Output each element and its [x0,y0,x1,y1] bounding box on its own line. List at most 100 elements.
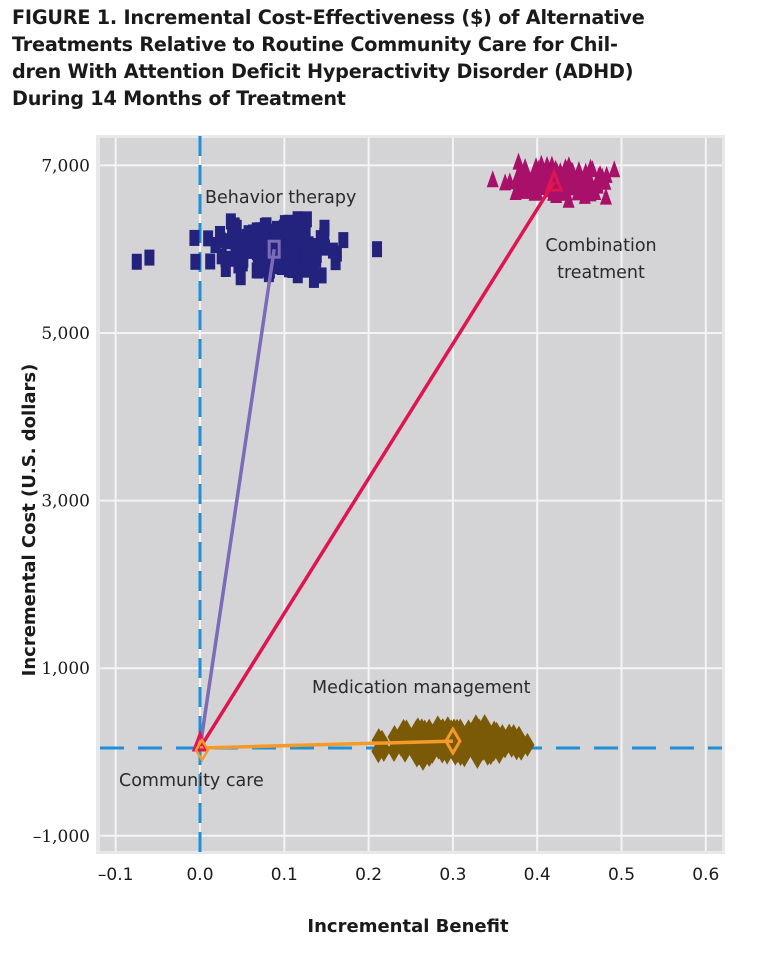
community-care-diamond-marker [194,737,210,763]
combination-treatment-point [531,169,544,187]
medication-management-mean-line [199,739,453,750]
behavior-therapy-point [210,236,221,253]
combination-treatment-label: Combination treatment [545,236,656,283]
behavior-therapy-point [307,257,318,274]
y-axis-label: Incremental Cost (U.S. dollars) [19,364,40,677]
behavior-therapy-point [260,258,271,275]
behavior-therapy-point [189,229,200,246]
behavior-therapy-point [216,248,227,265]
behavior-therapy-point [248,224,259,241]
medication-management-mean-marker [444,726,462,757]
behavior-therapy-point [319,219,330,236]
behavior-therapy-point [338,232,349,249]
combination-treatment-point [503,172,516,190]
behavior-therapy-point [205,253,216,270]
x-tick-label: –0.1 [98,865,134,885]
behavior-therapy-point [283,256,294,273]
behavior-therapy-point [287,234,298,251]
y-tick-label: 3,000 [41,492,90,512]
x-tick-label: 0.3 [439,865,466,885]
behavior-therapy-point [224,250,235,267]
behavior-therapy-point [238,251,249,268]
combination-treatment-point [513,173,526,191]
medication-management-label: Medication management [312,678,531,698]
behavior-therapy-point [220,260,231,277]
behavior-therapy-point [221,233,232,250]
x-tick-label: 0.6 [692,865,719,885]
behavior-therapy-point [240,237,251,254]
behavior-therapy-point [279,215,290,232]
behavior-therapy-point [301,211,312,228]
behavior-therapy-point [261,217,272,234]
behavior-therapy-point [308,271,319,288]
x-axis-label: Incremental Benefit [307,916,509,937]
y-axis-ticks: –1,000 1,000 3,000 5,000 7,000 [33,156,90,846]
medication-management-point [445,720,460,745]
behavior-therapy-point [293,221,304,238]
figure-title: FIGURE 1. Incremental Cost-Effectiveness… [12,4,752,112]
combination-treatment-mean-marker [544,168,564,192]
combination-treatment-point [565,161,578,179]
x-tick-label: 0.2 [355,865,382,885]
x-tick-label: 0.1 [271,865,298,885]
combination-treatment-point [608,160,621,178]
behavior-therapy-point [292,211,303,228]
medication-management-point [371,739,386,764]
behavior-therapy-point [301,247,312,264]
x-tick-label: 0.0 [186,865,213,885]
combination-treatment-label-line-2: treatment [557,263,645,283]
behavior-therapy-label: Behavior therapy [205,188,356,208]
behavior-therapy-point [285,224,296,241]
behavior-therapy-point [286,243,297,260]
mean-lines [191,168,564,763]
medication-management-point [504,733,519,758]
figure-title-line-1: FIGURE 1. Incremental Cost-Effectiveness… [12,6,645,29]
y-tick-label: 7,000 [41,156,90,176]
behavior-therapy-point [272,258,283,275]
combination-treatment-point [486,170,499,188]
behavior-therapy-point [246,236,257,253]
y-tick-label: –1,000 [33,827,90,847]
combination-treatment-point [580,169,593,187]
behavior-therapy-point [144,249,155,266]
x-tick-label: 0.5 [608,865,635,885]
annotations: Behavior therapy Combination treatment Medi… [119,188,657,791]
behavior-therapy-point [265,230,276,247]
behavior-therapy-point [319,239,330,256]
behavior-therapy-point [330,254,341,271]
medication-management-point [475,728,490,753]
medication-management-point [457,743,472,768]
behavior-therapy-point [292,267,303,284]
figure-title-line-4: During 14 Months of Treatment [12,87,346,110]
behavior-therapy-point [235,269,246,286]
medication-management-point [403,732,418,757]
combination-treatment-point [530,157,543,175]
behavior-therapy-point [327,242,338,259]
behavior-therapy-point [190,253,201,270]
behavior-therapy-point [272,220,283,237]
figure-title-line-2: Treatments Relative to Routine Community… [12,33,618,56]
combination-treatment-point [514,160,527,178]
combination-treatment-point [586,160,599,178]
y-tick-label: 5,000 [41,324,90,344]
behavior-therapy-point [203,230,214,247]
y-tick-label: 1,000 [41,659,90,679]
behavior-therapy-point [300,261,311,278]
figure-title-line-3: dren With Attention Deficit Hyperactivit… [12,60,634,83]
behavior-therapy-point [252,245,263,262]
behavior-therapy-point [214,225,225,242]
behavior-therapy-point [253,257,264,274]
behavior-therapy-mean-line [198,248,276,749]
combination-treatment-label-line-1: Combination [545,236,656,256]
community-care-label: Community care [119,771,264,791]
behavior-therapy-point [258,226,269,243]
behavior-therapy-point [299,226,310,243]
behavior-therapy-point [131,253,142,270]
combination-treatment-mean-line [198,181,556,749]
behavior-therapy-mean-marker [267,239,281,259]
behavior-therapy-point [275,229,286,246]
behavior-therapy-point [278,246,289,263]
behavior-therapy-point [228,232,239,249]
combination-treatment-point [592,167,605,185]
